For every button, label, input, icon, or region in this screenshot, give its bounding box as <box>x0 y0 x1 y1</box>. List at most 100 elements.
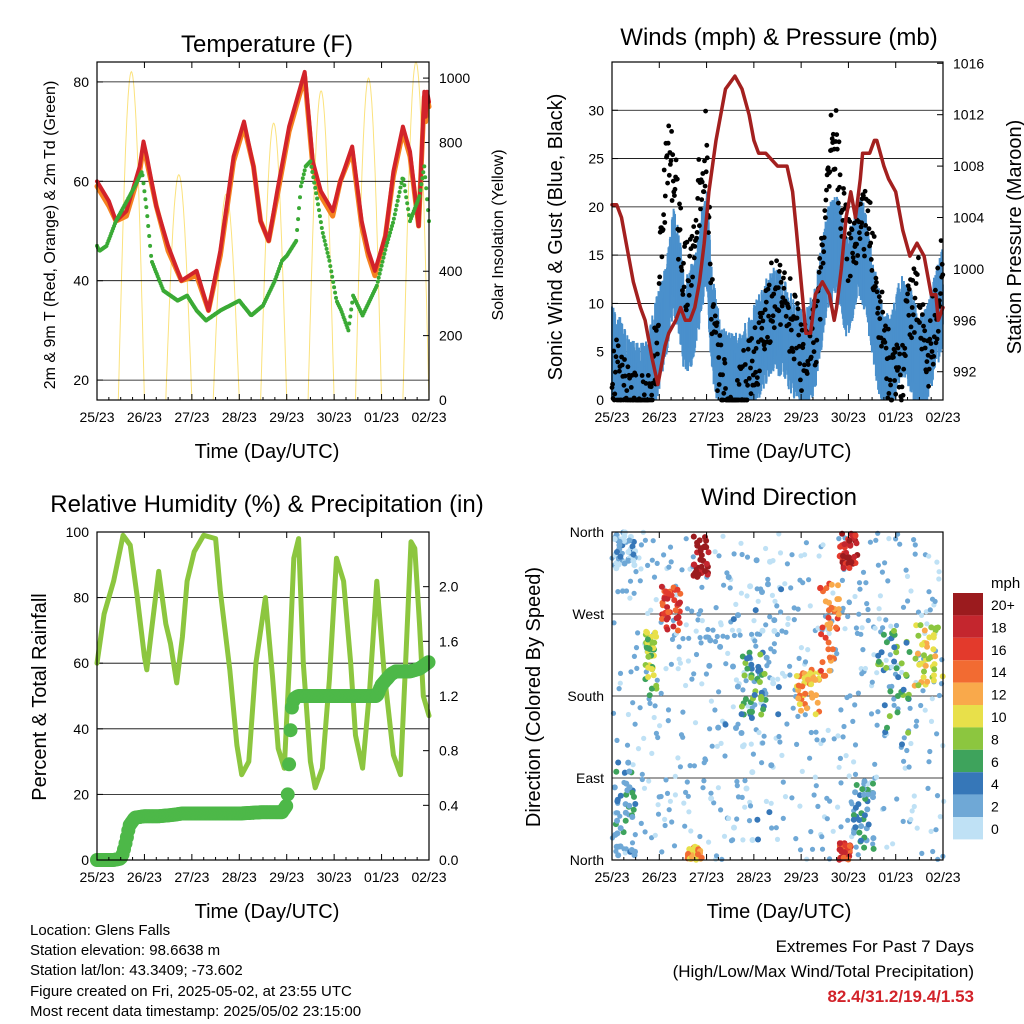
direction-point <box>749 769 756 776</box>
direction-point <box>837 755 844 762</box>
dewpoint-point <box>295 228 300 232</box>
direction-point <box>858 837 864 844</box>
direction-point <box>865 606 871 613</box>
direction-point <box>939 657 945 663</box>
direction-point <box>883 639 890 646</box>
direction-point <box>782 581 788 587</box>
direction-point <box>873 537 879 543</box>
direction-point <box>785 621 791 628</box>
temperature-ytick-label: 20 <box>73 372 89 388</box>
direction-point <box>815 803 821 810</box>
direction-point <box>731 632 738 639</box>
direction-point <box>909 808 915 814</box>
direction-point <box>852 789 859 796</box>
direction-point <box>848 559 855 566</box>
direction-point <box>796 701 803 708</box>
gust-point <box>799 327 805 333</box>
gust-point <box>798 322 804 327</box>
direction-point <box>675 755 681 761</box>
direction-point <box>631 562 638 569</box>
direction-point <box>802 552 808 558</box>
direction-point <box>826 625 833 632</box>
direction-point <box>894 693 901 699</box>
direction-point <box>923 609 929 615</box>
direction-point <box>903 567 909 573</box>
gust-point <box>879 343 884 349</box>
direction-point <box>731 551 737 557</box>
direction-point <box>694 851 701 858</box>
dewpoint-point <box>141 181 146 186</box>
gust-point <box>769 260 774 266</box>
gust-point <box>877 316 883 322</box>
gust-point <box>757 368 762 374</box>
direction-point <box>736 627 742 634</box>
direction-point <box>906 649 913 655</box>
direction-point <box>795 606 801 612</box>
dewpoint-point <box>302 168 307 173</box>
direction-point <box>621 537 628 544</box>
winds-xtick-label: 27/23 <box>689 409 724 425</box>
direction-point <box>849 801 855 807</box>
direction-point <box>614 817 621 824</box>
direction-point <box>665 590 672 597</box>
gust-point <box>797 361 803 367</box>
direction-point <box>632 801 639 807</box>
gust-point <box>902 345 908 351</box>
direction-point <box>676 656 682 662</box>
gust-point <box>765 334 770 340</box>
direction-point <box>731 824 737 831</box>
temperature-xlabel: Time (Day/UTC) <box>195 441 340 463</box>
gust-point <box>899 384 905 390</box>
direction-point <box>699 584 705 590</box>
gust-point <box>673 157 679 163</box>
humidity-ytick-label: 60 <box>73 655 89 671</box>
direction-point <box>850 718 856 725</box>
direction-point <box>691 671 697 677</box>
direction-point <box>870 780 876 787</box>
direction-point <box>690 554 696 560</box>
direction-point <box>838 707 844 713</box>
gust-point <box>833 108 839 113</box>
direction-point <box>703 671 710 677</box>
direction-point <box>703 560 710 567</box>
gust-point <box>845 278 851 284</box>
legend-label: 10 <box>991 709 1007 725</box>
dewpoint-point <box>423 175 428 180</box>
winds-ytick-label: 25 <box>588 151 604 167</box>
direction-point <box>717 643 724 650</box>
direction-xtick-label: 30/23 <box>831 869 866 885</box>
direction-ytick-label: South <box>567 688 604 704</box>
direction-point <box>757 651 764 658</box>
direction-point <box>695 617 701 623</box>
gust-point <box>837 184 842 190</box>
direction-point <box>817 584 824 591</box>
direction-point <box>806 577 812 583</box>
dewpoint-point <box>425 197 430 202</box>
winds-xtick-label: 26/23 <box>642 409 677 425</box>
gust-point <box>841 186 846 191</box>
precip-point <box>279 799 294 813</box>
direction-point <box>755 836 761 843</box>
gust-point <box>767 339 773 345</box>
direction-point <box>797 803 803 809</box>
winds-xtick-label: 01/23 <box>878 409 913 425</box>
dewpoint-point <box>387 234 392 238</box>
gust-point <box>886 391 892 396</box>
legend-swatch <box>953 772 983 795</box>
gust-point <box>906 286 912 292</box>
direction-point <box>931 666 938 673</box>
direction-point <box>617 680 623 686</box>
gust-point <box>861 246 867 252</box>
temperature-ytick-label: 40 <box>73 273 89 289</box>
direction-point <box>829 646 836 653</box>
gust-point <box>795 301 800 306</box>
gust-point <box>853 260 859 266</box>
dewpoint-point <box>346 328 351 333</box>
direction-point <box>715 724 722 731</box>
direction-point <box>884 844 890 850</box>
dewpoint-point <box>317 208 321 213</box>
legend-label: 6 <box>991 754 999 770</box>
direction-point <box>646 778 652 784</box>
direction-point <box>893 649 900 656</box>
direction-point <box>721 582 727 588</box>
